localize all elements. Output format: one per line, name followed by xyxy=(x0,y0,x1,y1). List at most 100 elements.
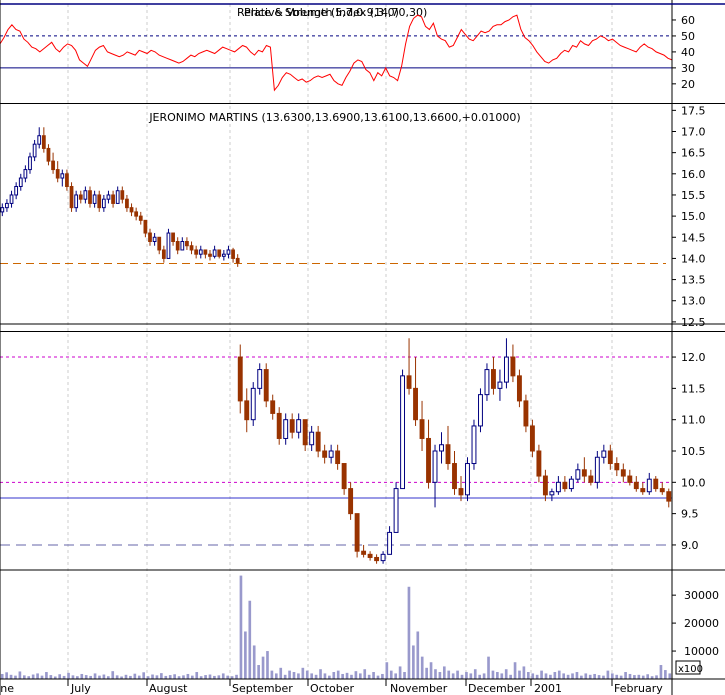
volume-bar xyxy=(292,672,296,679)
volume-bar xyxy=(190,675,194,679)
candle-body xyxy=(175,241,180,251)
candle-body xyxy=(166,232,171,259)
candle-body xyxy=(575,469,581,480)
volume-bar xyxy=(407,586,411,679)
x-tick-label: September xyxy=(232,682,293,695)
candle-body xyxy=(115,190,120,204)
volume-bar xyxy=(310,673,314,679)
volume-bar xyxy=(451,673,455,679)
volume-bar xyxy=(398,666,402,679)
volume-bar xyxy=(208,674,212,679)
volume-bar xyxy=(230,676,234,679)
volume-bar xyxy=(518,670,521,679)
x-tick-label: 2001 xyxy=(534,682,562,695)
candle-body xyxy=(231,249,235,259)
volume-bar xyxy=(460,674,464,679)
volume-bar xyxy=(111,671,115,679)
price-upper-tick-label: 13.5 xyxy=(681,274,706,287)
candle-body xyxy=(614,463,620,471)
volume-bar xyxy=(394,673,398,679)
volume-bar xyxy=(31,674,35,679)
volume-bar xyxy=(235,674,238,679)
volume-bar xyxy=(513,662,517,679)
candle-body xyxy=(289,419,295,433)
candle-body xyxy=(653,478,659,490)
candle-body xyxy=(400,375,406,490)
candle-body xyxy=(120,190,125,200)
volume-bar xyxy=(58,674,62,679)
candle-body xyxy=(212,249,217,257)
volume-y-axis: 10000 20000 30000 xyxy=(672,589,719,658)
candle-body xyxy=(157,236,162,251)
price-panel-lower: 9.0 9.5 10.0 10.5 11.0 11.5 12.0 xyxy=(0,338,706,564)
candle-body xyxy=(88,190,92,204)
volume-bar xyxy=(619,675,623,679)
candle-body xyxy=(161,249,166,259)
candle-body xyxy=(180,241,185,251)
candle-body xyxy=(562,481,568,490)
volume-bar xyxy=(633,675,636,679)
candle-body xyxy=(78,194,83,200)
volume-bar xyxy=(71,675,75,679)
candle-body xyxy=(250,387,256,421)
volume-bar xyxy=(221,673,225,679)
volume-bar xyxy=(133,673,137,679)
volume-bar xyxy=(429,662,433,679)
price-panel-upper: JERONIMO MARTINS (13.6300,13.6900,13.610… xyxy=(0,104,706,329)
volume-bar xyxy=(204,675,207,679)
volume-panel: 10000 20000 30000 x100 xyxy=(0,575,719,679)
candle-body xyxy=(627,475,633,483)
volume-bar xyxy=(478,674,482,679)
candle-body xyxy=(607,450,613,465)
volume-unit-box xyxy=(675,660,701,675)
candle-body xyxy=(549,491,555,496)
candle-body xyxy=(41,135,46,149)
volume-bar xyxy=(372,672,375,679)
candle-body xyxy=(439,444,444,452)
candle-body xyxy=(380,553,386,562)
rsi-tick-label: 40 xyxy=(681,46,695,59)
candle-body xyxy=(568,478,574,490)
gridlines xyxy=(67,4,613,679)
volume-bar xyxy=(549,674,552,679)
candle-body xyxy=(283,419,289,439)
volume-bar xyxy=(226,675,230,679)
candle-body xyxy=(106,194,111,200)
candle-body xyxy=(138,215,143,221)
volume-bar xyxy=(664,670,667,679)
volume-bar xyxy=(646,674,650,679)
rsi-tick-label: 60 xyxy=(681,14,695,27)
candle-body xyxy=(65,173,69,188)
price-lower-tick-label: 9.0 xyxy=(681,539,699,552)
candle-body xyxy=(143,219,148,234)
volume-bar xyxy=(36,673,39,679)
volume-bar xyxy=(124,674,128,679)
price-upper-tick-label: 14.0 xyxy=(681,252,706,265)
volume-bar xyxy=(98,675,101,679)
volume-bar xyxy=(442,666,446,679)
volume-bar xyxy=(213,675,216,679)
candle-body xyxy=(129,207,134,213)
x-tick-label: February xyxy=(614,682,663,695)
candle-body xyxy=(37,135,42,145)
rsi-tick-label: 50 xyxy=(681,30,695,43)
volume-bar xyxy=(602,675,605,679)
price-upper-tick-label: 14.5 xyxy=(681,231,706,244)
volume-bar xyxy=(571,673,574,679)
candle-body xyxy=(393,488,399,533)
volume-bar xyxy=(49,675,53,679)
candle-body xyxy=(92,194,97,204)
price-upper-tick-label: 15.0 xyxy=(681,210,706,223)
candle-body xyxy=(32,143,37,158)
candle-body xyxy=(315,431,321,452)
candle-body xyxy=(445,444,451,465)
candle-body xyxy=(46,147,51,162)
candle-body xyxy=(296,419,302,433)
candle-body xyxy=(452,463,457,490)
volume-bar xyxy=(283,674,287,679)
candle-body xyxy=(588,475,594,483)
volume-bar xyxy=(473,669,477,679)
candle-body xyxy=(666,491,672,502)
candle-body xyxy=(555,481,561,493)
